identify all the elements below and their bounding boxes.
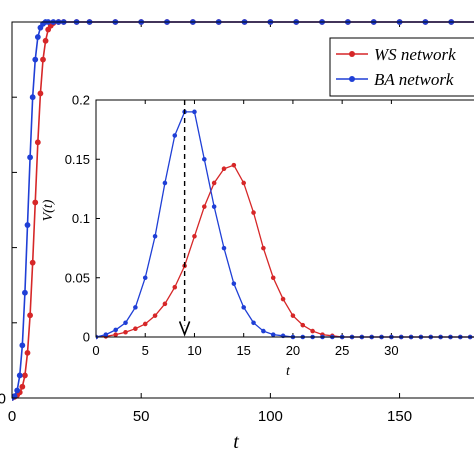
inset-data-point [172, 284, 178, 290]
inset-data-point [251, 210, 256, 215]
inset-x-tick-label: 0 [92, 343, 99, 358]
inset-data-point [290, 313, 296, 318]
main-x-axis-label: t [233, 431, 239, 453]
inset-data-point [202, 156, 207, 162]
inset-annotation-arrowhead [178, 321, 191, 337]
main-frame [11, 21, 474, 399]
inset-data-point [113, 332, 118, 337]
inset-data-point [192, 109, 197, 115]
main-x-tick-label: 100 [258, 408, 283, 425]
inset-data-point [152, 313, 158, 318]
main-data-point [27, 154, 33, 161]
main-data-point [24, 222, 31, 228]
main-data-point [42, 37, 49, 44]
inset-data-point [221, 245, 227, 251]
inset-x-tick-label: 10 [187, 343, 201, 358]
inset-data-point [162, 180, 168, 186]
main-data-point [40, 56, 46, 63]
legend-box [329, 37, 474, 97]
main-data-point [34, 34, 41, 40]
main-data-point [19, 383, 26, 390]
main-data-point [45, 26, 52, 33]
main-data-point [22, 372, 28, 379]
main-x-tick-label: 0 [8, 408, 16, 425]
inset-data-point [261, 328, 266, 334]
inset-y-tick-label: 0.15 [65, 152, 90, 167]
main-data-point [24, 349, 31, 356]
inset-data-point [241, 305, 246, 310]
inset-data-point [133, 305, 138, 310]
inset-frame [95, 99, 474, 338]
inset-x-tick-label: 15 [236, 343, 250, 358]
inset-plot: 0 5 10 15 20 25 30 0 0.05 0.1 0.15 0.2 t V(t) [41, 93, 474, 379]
main-data-point [29, 259, 36, 266]
legend-swatch-marker [349, 51, 355, 57]
inset-data-point [133, 326, 138, 332]
inset-x-tick-label: 5 [142, 343, 149, 358]
legend-entry-label: WS network [374, 45, 456, 64]
inset-data-point [113, 327, 118, 333]
legend: WS network BA network [329, 37, 474, 97]
inset-data-point [231, 162, 237, 168]
inset-data-point [280, 296, 286, 302]
main-data-point [27, 312, 33, 319]
inset-data-point [172, 133, 178, 138]
main-data-point [14, 387, 21, 394]
inset-y-tick-label: 0.2 [72, 93, 90, 108]
inset-data-point [142, 321, 148, 327]
inset-data-point [103, 332, 109, 337]
inset-data-point [221, 166, 227, 172]
inset-x-tick-label: 25 [335, 343, 349, 358]
inset-data-point [152, 233, 158, 239]
main-data-point [29, 94, 36, 101]
inset-data-point [261, 245, 266, 251]
inset-data-point [192, 233, 197, 239]
main-data-point [16, 372, 23, 379]
legend-swatch-marker [349, 76, 355, 82]
inset-data-point [202, 204, 207, 209]
inset-data-point [123, 329, 128, 335]
inset-data-point [270, 275, 276, 281]
main-data-point [34, 139, 41, 146]
inset-data-point [300, 322, 306, 328]
inset-x-tick-label: 30 [384, 343, 398, 358]
inset-x-tick-label: 20 [286, 343, 300, 358]
inset-data-point [241, 180, 246, 186]
main-data-point [32, 199, 39, 206]
inset-y-tick-label: 0 [83, 330, 90, 345]
main-x-tick-label: 150 [387, 408, 412, 425]
inset-data-point [231, 281, 237, 286]
inset-data-point [251, 320, 256, 326]
inset-data-point [310, 328, 315, 334]
inset-data-point [270, 332, 276, 337]
main-data-point [22, 289, 28, 296]
inset-data-point [142, 275, 148, 281]
inset-y-tick-label: 0.05 [65, 270, 90, 285]
inset-x-axis-label: t [286, 364, 291, 379]
main-data-point [37, 24, 44, 31]
main-data-point [37, 90, 44, 97]
inset-y-axis-label: V(t) [41, 199, 56, 221]
inset-data-point [211, 204, 217, 209]
inset-data-point [123, 320, 128, 326]
main-data-point [32, 56, 39, 63]
legend-entry-label: BA network [374, 70, 454, 89]
main-y-tick-label: 0 [0, 390, 6, 407]
main-data-point [19, 342, 26, 349]
main-x-tick-label: 50 [133, 408, 150, 425]
inset-y-tick-label: 0.1 [72, 211, 90, 226]
inset-data-point [162, 301, 168, 307]
inset-data-point [211, 180, 217, 186]
